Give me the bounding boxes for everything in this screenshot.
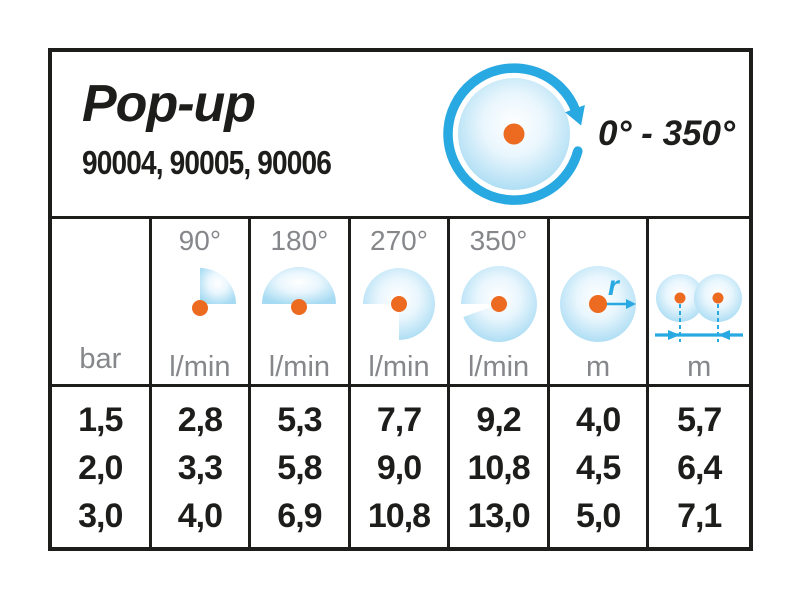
unit-label: m [586,351,611,383]
value-cell: 7,1 [677,497,722,535]
value-cell: 3,3 [177,449,223,487]
column-header-180: 180° l/min [251,219,351,384]
value-cell: 3,0 [78,497,123,535]
sector-90-icon [191,268,236,316]
value-cell: 7,7 [376,401,422,439]
radius-icon: r [560,266,637,342]
spec-table: Pop-up 90004, 90005, 90006 0° - 350° bar… [48,48,753,551]
column-header-270: 270° l/min [351,219,451,384]
value-cell: 5,3 [277,401,322,439]
column-header-350: 350° l/min [450,219,550,384]
data-rows: 1,5 2,0 3,0 2,8 3,3 4,0 5,3 5,8 6,9 7,7 … [52,387,749,547]
sheet-header: Pop-up 90004, 90005, 90006 0° - 350° [52,52,749,219]
radius-letter: r [608,270,621,301]
data-column-90: 2,8 3,3 4,0 [152,387,252,547]
value-cell: 10,8 [467,449,530,487]
unit-label: bar [79,343,122,375]
angle-label: 350° [469,225,528,256]
angle-label: 270° [370,225,428,256]
sector-270-icon [362,268,435,340]
product-title: Pop-up [82,75,256,133]
value-cell: 5,7 [677,401,722,439]
data-column-350: 9,2 10,8 13,0 [450,387,550,547]
value-cell: 2,0 [78,449,123,487]
spacing-icon [655,274,744,342]
value-cell: 2,8 [177,401,223,439]
unit-label: m [687,351,712,383]
rotation-icon [443,63,585,205]
value-cell: 9,0 [376,449,422,487]
value-cell: 4,5 [576,449,621,487]
model-numbers: 90004, 90005, 90006 [82,144,332,181]
value-cell: 6,9 [277,497,322,535]
angle-label: 90° [178,225,222,256]
data-column-180: 5,3 5,8 6,9 [251,387,351,547]
value-cell: 5,0 [576,497,621,535]
unit-label: l/min [268,351,331,383]
sector-350-icon [460,265,537,342]
value-cell: 5,8 [277,449,322,487]
unit-label: l/min [368,351,430,383]
column-header-row: bar 90° l/min 180° [52,219,749,387]
column-header-radius: r m [550,219,650,384]
value-cell: 10,8 [367,497,431,535]
value-cell: 6,4 [677,449,722,487]
data-column-radius: 4,0 4,5 5,0 [550,387,650,547]
value-cell: 4,0 [576,401,621,439]
data-column-pressure: 1,5 2,0 3,0 [52,387,152,547]
column-header-90: 90° l/min [152,219,252,384]
value-cell: 4,0 [177,497,223,535]
value-cell: 13,0 [467,497,530,535]
value-cell: 9,2 [476,401,521,439]
column-header-pressure: bar [52,219,152,384]
rotation-range-label: 0° - 350° [598,114,735,153]
sector-180-icon [262,267,337,315]
unit-label: l/min [467,351,530,383]
column-header-spacing: m [649,219,749,384]
value-cell: 1,5 [78,401,123,439]
data-column-270: 7,7 9,0 10,8 [351,387,451,547]
angle-label: 180° [270,225,329,256]
unit-label: l/min [169,351,231,383]
data-column-spacing: 5,7 6,4 7,1 [649,387,749,547]
